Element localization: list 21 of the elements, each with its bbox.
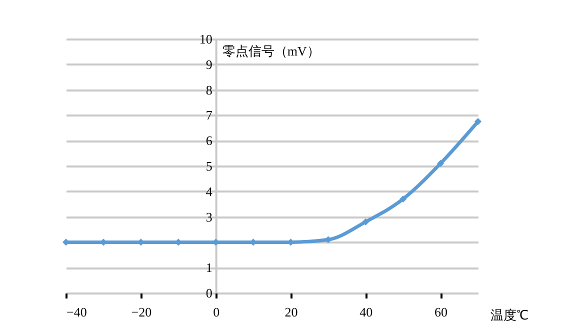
point (437, 160, 444, 167)
y-tick-label: 8 (206, 82, 212, 98)
point (400, 195, 407, 203)
y-tick-label: 7 (206, 108, 213, 123)
point (362, 218, 370, 226)
y-axis-title: 零点信号（mV） (222, 44, 320, 58)
point (474, 118, 482, 126)
y-tick-label: 3 (206, 209, 212, 224)
x-tick-label: 40 (360, 304, 373, 320)
x-tick-label: 60 (434, 304, 448, 320)
y-tick-label: 9 (206, 56, 212, 72)
x-tick-label: −40 (66, 304, 87, 320)
y-tick-label: 10 (199, 32, 212, 46)
x-tick-label: −20 (131, 304, 152, 320)
x-tick-label: 20 (284, 304, 298, 320)
y-tick-label: 5 (206, 158, 212, 174)
y-tick-label: 4 (206, 184, 213, 199)
y-tick-label: 0 (206, 286, 212, 300)
y-tick-label: 6 (206, 133, 213, 148)
y-tick-label: 1 (206, 260, 212, 276)
x-axis-title: 温度℃ (490, 308, 528, 322)
